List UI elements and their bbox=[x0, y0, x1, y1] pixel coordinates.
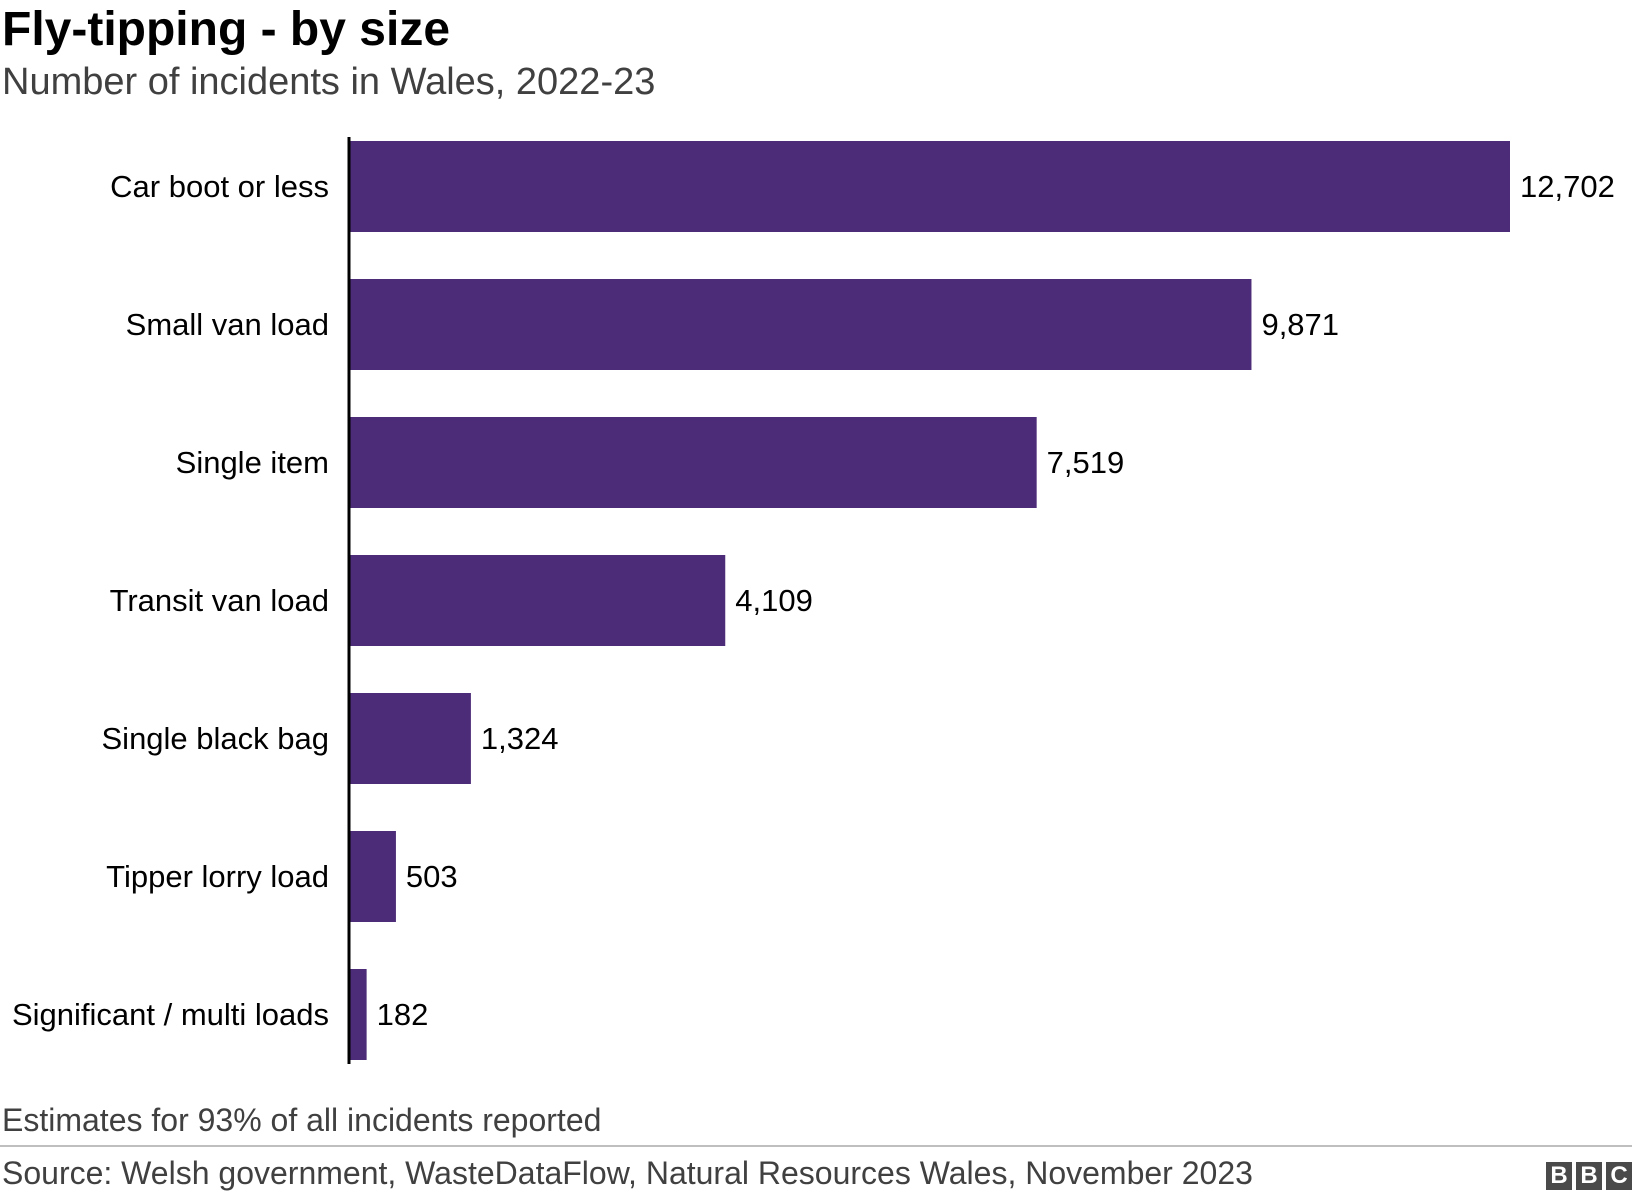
source-note: Source: Welsh government, WasteDataFlow,… bbox=[2, 1155, 1253, 1191]
footer-divider bbox=[0, 1145, 1632, 1147]
value-label: 12,702 bbox=[1520, 169, 1615, 204]
bar bbox=[350, 693, 471, 784]
value-label: 182 bbox=[377, 997, 429, 1032]
category-label: Single black bag bbox=[102, 721, 330, 756]
footnote: Estimates for 93% of all incidents repor… bbox=[2, 1102, 602, 1138]
category-label: Car boot or less bbox=[110, 169, 329, 204]
bbc-logo: B B C bbox=[1546, 1162, 1632, 1190]
category-label: Single item bbox=[176, 445, 329, 480]
chart-title: Fly-tipping - by size bbox=[2, 3, 451, 56]
chart-subtitle: Number of incidents in Wales, 2022-23 bbox=[2, 61, 656, 103]
category-label: Transit van load bbox=[110, 583, 329, 618]
bar bbox=[350, 969, 367, 1060]
value-label: 7,519 bbox=[1047, 445, 1125, 480]
bar bbox=[350, 279, 1252, 370]
bar-chart: Car boot or less 12,702 Small van load 9,87… bbox=[12, 137, 1615, 1064]
value-label: 9,871 bbox=[1261, 307, 1339, 342]
category-label: Tipper lorry load bbox=[106, 859, 329, 894]
bar bbox=[350, 555, 726, 646]
bar bbox=[350, 417, 1037, 508]
value-label: 503 bbox=[406, 859, 458, 894]
value-label: 1,324 bbox=[481, 721, 559, 756]
bar bbox=[350, 141, 1510, 232]
bbc-logo-letter: B bbox=[1576, 1162, 1602, 1190]
category-label: Small van load bbox=[126, 307, 329, 342]
value-label: 4,109 bbox=[735, 583, 813, 618]
bbc-logo-letter: B bbox=[1546, 1162, 1572, 1190]
bar bbox=[350, 831, 396, 922]
bbc-logo-letter: C bbox=[1606, 1162, 1632, 1190]
category-label: Significant / multi loads bbox=[12, 997, 329, 1032]
